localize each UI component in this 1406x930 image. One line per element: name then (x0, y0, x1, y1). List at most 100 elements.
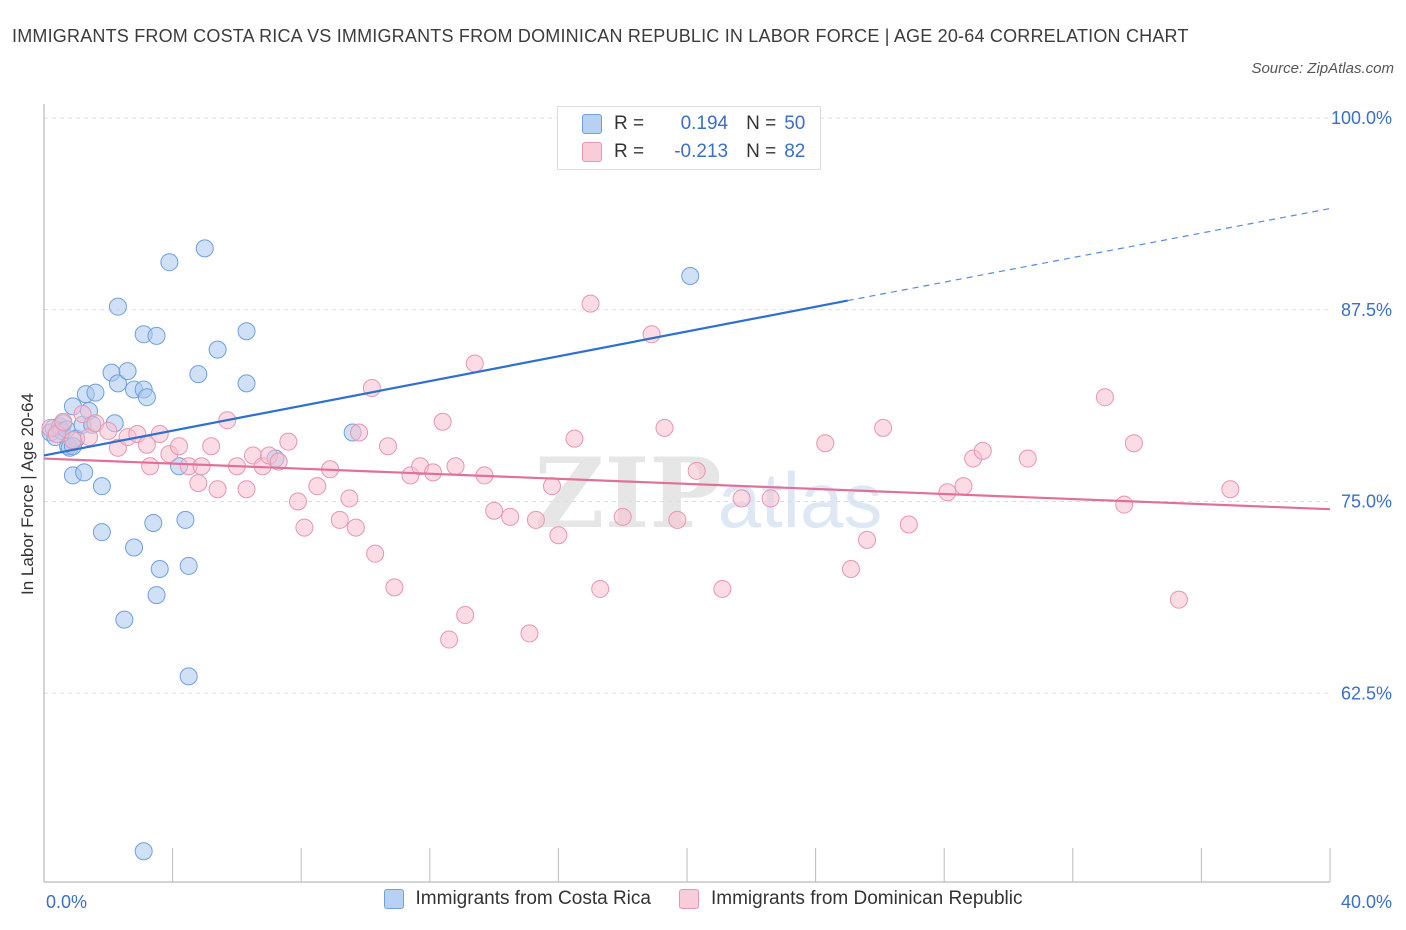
data-point-dominican (456, 606, 475, 625)
data-point-dominican (189, 474, 208, 493)
data-point-dominican (269, 452, 288, 471)
data-point-costa-rica (108, 297, 127, 316)
data-point-dominican (295, 518, 314, 537)
data-point-dominican (99, 421, 118, 440)
data-point-costa-rica (195, 239, 214, 258)
data-point-dominican (440, 630, 459, 649)
data-point-dominican (1115, 495, 1134, 514)
data-point-costa-rica (134, 842, 153, 861)
data-point-dominican (1095, 388, 1114, 407)
grid (44, 117, 1330, 694)
data-point-dominican (288, 492, 307, 511)
data-point-costa-rica (179, 667, 198, 686)
data-point-dominican (202, 437, 221, 456)
data-point-dominican (591, 579, 610, 598)
legend-row-costa-rica: R = 0.194 N = 50 (582, 111, 805, 137)
data-point-dominican (170, 437, 189, 456)
data-point-dominican (526, 510, 545, 529)
data-point-dominican (549, 526, 568, 545)
data-point-dominican (73, 405, 92, 424)
data-point-costa-rica (118, 362, 137, 381)
data-point-dominican (520, 624, 539, 643)
data-point-costa-rica (179, 556, 198, 575)
data-point-costa-rica (92, 523, 111, 542)
data-point-dominican (858, 530, 877, 549)
legend-n-value: 50 (784, 113, 806, 134)
data-point-dominican (1124, 434, 1143, 453)
data-point-costa-rica (144, 513, 163, 532)
data-point-dominican (713, 579, 732, 598)
data-point-dominican (874, 418, 893, 437)
trend-line-costa-rica (43, 299, 848, 457)
data-point-costa-rica (125, 538, 144, 557)
data-point-dominican (208, 480, 227, 499)
trend-line-dominican (43, 457, 1331, 511)
series-swatch-blue (383, 889, 404, 909)
series-legend: Immigrants from Costa Rica Immigrants fr… (0, 888, 1406, 910)
series-swatch-pink (678, 889, 699, 909)
data-point-dominican (346, 518, 365, 537)
data-point-dominican (63, 431, 82, 450)
data-point-dominican (192, 457, 211, 476)
data-point-costa-rica (75, 463, 94, 482)
data-point-dominican (350, 423, 369, 442)
data-point-dominican (308, 477, 327, 496)
data-point-costa-rica (208, 340, 227, 359)
data-point-dominican (841, 559, 860, 578)
data-point-dominican (954, 477, 973, 496)
legend-r-label: R = (614, 141, 645, 162)
data-point-dominican (340, 489, 359, 508)
data-point-dominican (581, 294, 600, 313)
data-point-dominican (687, 461, 706, 480)
data-point-dominican (237, 480, 256, 499)
data-point-dominican (1221, 480, 1240, 499)
data-point-dominican (1169, 590, 1188, 609)
data-point-costa-rica (108, 374, 127, 393)
data-point-dominican (542, 477, 561, 496)
data-point-costa-rica (189, 365, 208, 384)
x-tick-label: 40.0% (1341, 892, 1392, 912)
data-point-dominican (973, 441, 992, 460)
data-point-dominican (668, 510, 687, 529)
series-legend-costa-rica: Immigrants from Costa Rica (383, 888, 651, 910)
source-label: Source: ZipAtlas.com (1251, 60, 1394, 77)
data-point-dominican (938, 483, 957, 502)
data-point-dominican (379, 437, 398, 456)
legend-row-dominican: R = -0.213 N = 82 (582, 139, 805, 165)
tick-labels: 62.5% 75.0% 87.5% 100.0% 0.0% 40.0% (46, 108, 1392, 912)
legend-r-value: 0.194 (680, 113, 729, 134)
data-point-dominican (54, 412, 73, 431)
data-point-costa-rica (147, 326, 166, 345)
series-name-costa-rica: Immigrants from Costa Rica (415, 888, 651, 909)
series-legend-dominican: Immigrants from Dominican Republic (678, 888, 1023, 910)
data-point-dominican (1018, 449, 1037, 468)
data-point-costa-rica (160, 253, 179, 272)
data-point-dominican (465, 354, 484, 373)
axes (43, 104, 1331, 883)
data-point-dominican (433, 412, 452, 431)
x-tick-label: 0.0% (46, 892, 87, 912)
data-point-costa-rica (147, 586, 166, 605)
data-point-dominican (732, 489, 751, 508)
data-point-dominican (446, 457, 465, 476)
y-tick-label: 100.0% (1331, 108, 1392, 128)
data-point-dominican (485, 501, 504, 520)
data-point-costa-rica (86, 383, 105, 402)
data-point-costa-rica (237, 374, 256, 393)
data-point-costa-rica (92, 477, 111, 496)
data-point-dominican (385, 578, 404, 597)
data-point-costa-rica (176, 510, 195, 529)
legend-n-label: N = (746, 113, 777, 134)
data-point-dominican (501, 507, 520, 526)
series-name-dominican: Immigrants from Dominican Republic (710, 888, 1023, 909)
data-point-dominican (279, 432, 298, 451)
trend-lines (43, 207, 1331, 511)
y-tick-label: 87.5% (1341, 300, 1392, 320)
data-point-dominican (816, 434, 835, 453)
correlation-legend: R = 0.194 N = 50 R = -0.213 N = 82 (557, 106, 821, 170)
data-point-dominican (655, 418, 674, 437)
watermark: ZIP atlas (534, 437, 882, 550)
data-point-dominican (366, 544, 385, 563)
trend-line-costa-rica-extension (847, 207, 1331, 302)
legend-swatch-pink (582, 142, 602, 162)
